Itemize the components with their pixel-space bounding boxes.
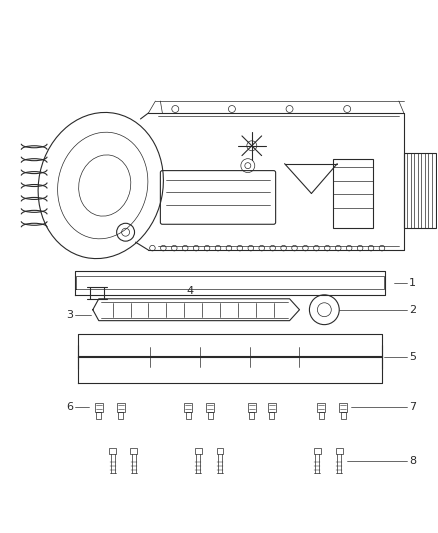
Bar xyxy=(319,411,324,418)
Bar xyxy=(339,402,347,411)
Bar xyxy=(208,411,212,418)
Bar xyxy=(216,448,223,454)
Bar xyxy=(109,448,116,454)
Bar xyxy=(249,411,254,418)
Text: 1: 1 xyxy=(409,278,416,288)
Bar xyxy=(404,153,436,228)
Text: 5: 5 xyxy=(409,352,416,362)
Bar xyxy=(333,159,373,228)
Bar xyxy=(248,402,256,411)
Bar xyxy=(130,448,137,454)
Bar xyxy=(268,402,276,411)
Bar xyxy=(186,411,191,418)
Text: 8: 8 xyxy=(409,456,416,466)
Text: 4: 4 xyxy=(187,286,194,296)
Text: 6: 6 xyxy=(66,402,73,412)
Text: 7: 7 xyxy=(409,402,416,412)
Bar xyxy=(194,448,201,454)
Bar xyxy=(184,402,192,411)
Bar xyxy=(118,411,123,418)
Bar xyxy=(341,411,346,418)
Bar xyxy=(117,402,124,411)
Bar xyxy=(314,448,321,454)
Bar xyxy=(96,411,101,418)
Text: 3: 3 xyxy=(66,310,73,320)
Bar xyxy=(269,411,274,418)
Bar xyxy=(95,402,103,411)
Bar xyxy=(318,402,325,411)
Text: 2: 2 xyxy=(409,305,416,314)
Bar xyxy=(336,448,343,454)
Bar xyxy=(206,402,214,411)
